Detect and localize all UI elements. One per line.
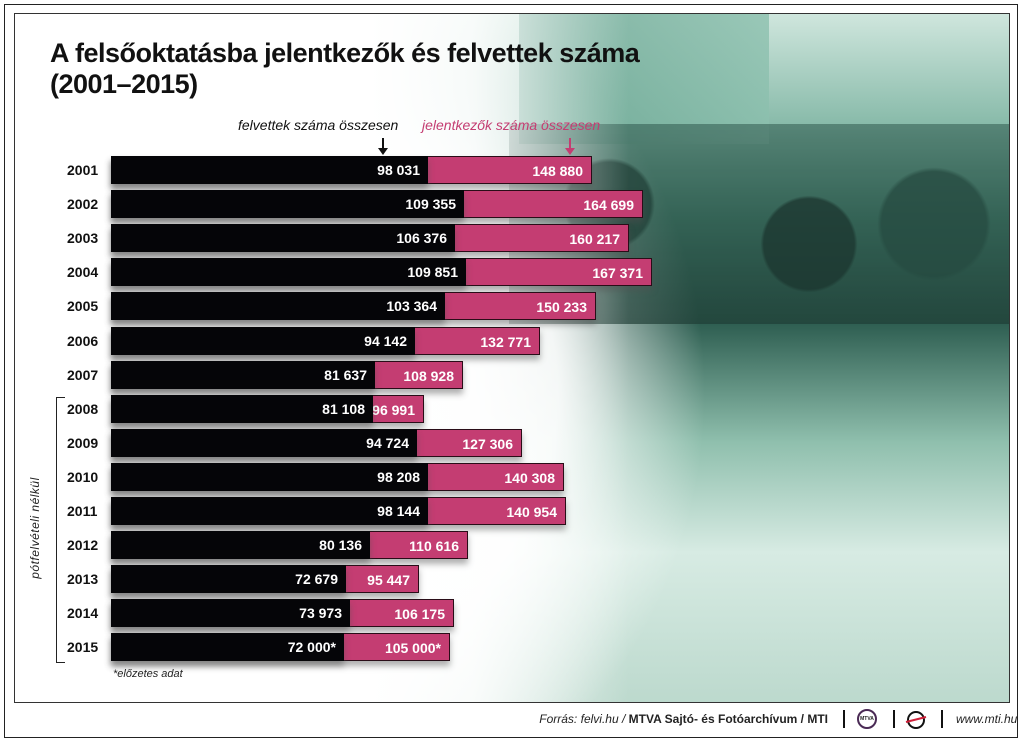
admitted-bar: 109 851 <box>111 258 466 287</box>
year-label: 2010 <box>67 468 99 485</box>
chart-title: A felsőoktatásba jelentkezők és felvette… <box>50 38 640 100</box>
bar-row: 2015 105 000* 72 000* <box>0 633 1024 662</box>
admitted-bar: 80 136 <box>111 531 370 560</box>
bar-row: 2007 108 928 81 637 <box>0 360 1024 389</box>
admitted-value: 106 376 <box>396 230 447 247</box>
applicants-value: 140 954 <box>506 504 557 520</box>
admitted-value: 98 144 <box>377 503 420 519</box>
mti-website-link[interactable]: www.mti.hu <box>956 712 1018 726</box>
lecture-hall-photo <box>369 14 1009 702</box>
admitted-value: 72 000* <box>287 639 336 656</box>
admitted-bar: 94 724 <box>111 428 417 457</box>
year-label: 2002 <box>67 196 99 213</box>
year-label: 2006 <box>67 332 99 349</box>
source-credit: Forrás: felvi.hu / MTVA Sajtó- és Fotóar… <box>539 712 828 726</box>
bar-row: 2006 132 771 94 142 <box>0 326 1024 355</box>
admitted-bar: 106 376 <box>111 224 455 253</box>
mtva-logo-icon: MTVA <box>857 709 877 729</box>
applicants-value: 95 447 <box>367 572 410 589</box>
applicants-value: 167 371 <box>592 265 643 282</box>
footnote: *előzetes adat <box>113 668 183 680</box>
admitted-value: 109 851 <box>407 264 458 281</box>
admitted-bar: 109 355 <box>111 190 464 219</box>
bar-row: 2010 140 308 98 208 <box>0 462 1024 491</box>
admitted-value: 94 142 <box>364 332 407 349</box>
admitted-bar: 103 364 <box>111 292 445 321</box>
year-label: 2001 <box>67 162 99 178</box>
bar-row: 2009 127 306 94 724 <box>0 428 1024 457</box>
applicants-value: 150 233 <box>536 299 587 316</box>
bracket-label: pótfelvételi nélkül <box>28 477 42 579</box>
mti-logo-icon <box>905 711 927 729</box>
admitted-bar: 81 108 <box>111 394 373 423</box>
applicants-value: 140 308 <box>504 469 555 486</box>
admitted-value: 81 637 <box>324 366 367 383</box>
admitted-bar: 94 142 <box>111 326 415 355</box>
applicants-value: 164 699 <box>583 197 634 214</box>
separator <box>893 710 895 728</box>
year-label: 2009 <box>67 434 99 451</box>
applicants-value: 127 306 <box>462 435 513 452</box>
legend-applicants: jelentkezők száma összesen <box>422 117 601 133</box>
bar-row: 2008 96 991 81 108 <box>0 394 1024 423</box>
bar-row: 2002 164 699 109 355 <box>0 190 1024 219</box>
admitted-value: 80 136 <box>319 537 362 554</box>
admitted-bar: 98 208 <box>111 462 428 491</box>
admitted-bar: 72 679 <box>111 565 346 594</box>
admitted-bar: 98 144 <box>111 497 428 525</box>
admitted-value: 94 724 <box>366 434 409 451</box>
admitted-bar: 81 637 <box>111 360 375 389</box>
source-bold: MTVA Sajtó- és Fotóarchívum / MTI <box>628 712 828 726</box>
arrow-down-icon <box>565 138 575 155</box>
bar-row: 2001 148 880 98 031 <box>0 156 1024 184</box>
admitted-bar: 72 000* <box>111 633 344 662</box>
title-line-1: A felsőoktatásba jelentkezők és felvette… <box>50 38 640 68</box>
bar-row: 2014 106 175 73 973 <box>0 599 1024 628</box>
applicants-value: 148 880 <box>532 163 583 179</box>
admitted-value: 109 355 <box>405 196 456 213</box>
applicants-value: 96 991 <box>372 401 415 418</box>
legend-admitted: felvettek száma összesen <box>238 117 399 133</box>
bar-row: 2011 140 954 98 144 <box>0 497 1024 525</box>
admitted-value: 98 208 <box>377 468 420 485</box>
year-label: 2007 <box>67 366 99 383</box>
applicants-value: 106 175 <box>394 606 445 623</box>
separator <box>941 710 943 728</box>
admitted-value: 98 031 <box>377 162 420 178</box>
year-label: 2008 <box>67 400 99 417</box>
bar-row: 2012 110 616 80 136 <box>0 531 1024 560</box>
admitted-value: 73 973 <box>299 605 342 622</box>
year-label: 2012 <box>67 537 99 554</box>
admitted-value: 103 364 <box>386 298 437 315</box>
arrow-down-icon <box>378 138 388 155</box>
bar-row: 2004 167 371 109 851 <box>0 258 1024 287</box>
admitted-bar: 98 031 <box>111 156 428 184</box>
admitted-bar: 73 973 <box>111 599 350 628</box>
year-label: 2014 <box>67 605 99 622</box>
bracket <box>56 397 65 663</box>
applicants-value: 160 217 <box>569 231 620 248</box>
applicants-value: 110 616 <box>409 538 459 555</box>
footer: Forrás: felvi.hu / MTVA Sajtó- és Fotóar… <box>0 708 1018 732</box>
applicants-value: 105 000* <box>384 640 441 657</box>
applicants-value: 132 771 <box>480 333 531 350</box>
year-label: 2005 <box>67 298 99 315</box>
year-label: 2003 <box>67 230 99 247</box>
bar-row: 2013 95 447 72 679 <box>0 565 1024 594</box>
year-label: 2004 <box>67 264 99 281</box>
bar-row: 2005 150 233 103 364 <box>0 292 1024 321</box>
title-line-2: (2001–2015) <box>50 69 198 99</box>
year-label: 2013 <box>67 571 99 588</box>
year-label: 2015 <box>67 639 99 656</box>
admitted-value: 81 108 <box>322 400 365 417</box>
separator <box>843 710 845 728</box>
source-prefix: Forrás: felvi.hu / <box>539 712 629 726</box>
year-label: 2011 <box>67 503 98 519</box>
admitted-value: 72 679 <box>295 571 338 588</box>
bar-row: 2003 160 217 106 376 <box>0 224 1024 253</box>
outer-frame <box>4 4 1018 738</box>
applicants-value: 108 928 <box>403 367 454 384</box>
